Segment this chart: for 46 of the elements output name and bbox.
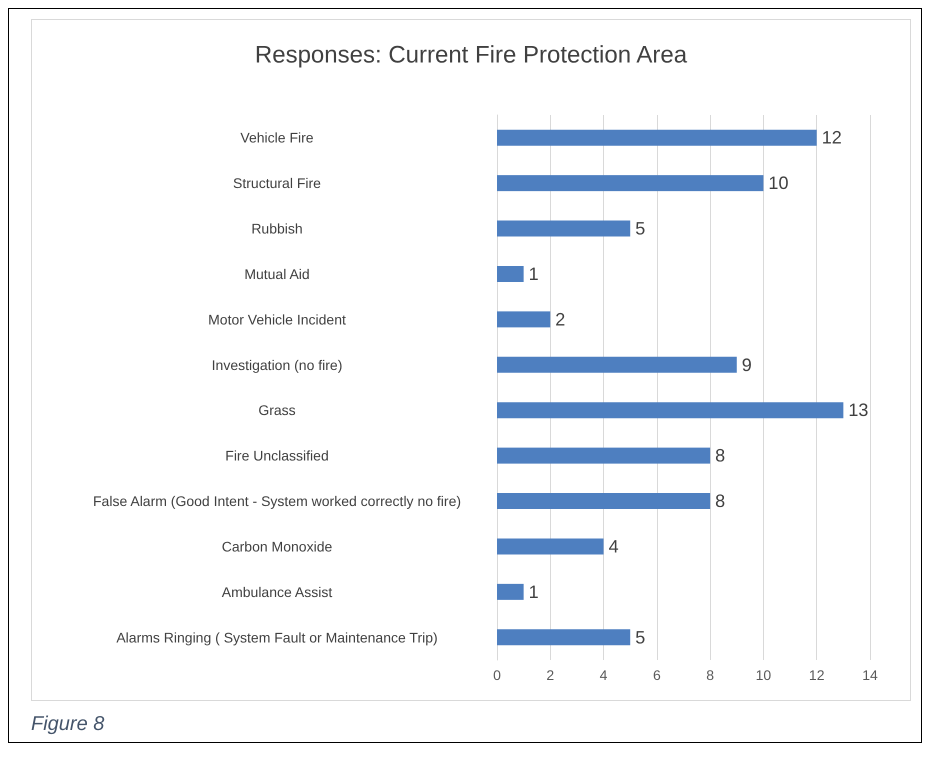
bar [497, 311, 550, 328]
bar [497, 402, 844, 418]
y-tick-label: Mutual Aid [244, 266, 310, 282]
data-label: 10 [768, 173, 788, 194]
caption: Figure 8 [31, 713, 106, 736]
bar [497, 629, 630, 646]
data-label: 9 [742, 354, 752, 375]
data-label: 13 [848, 400, 868, 420]
data-label: 8 [715, 446, 726, 466]
y-tick-label: Vehicle Fire [240, 130, 314, 146]
y-tick-label: Carbon Monoxide [222, 538, 332, 554]
y-tick-label: Grass [258, 402, 296, 418]
y-tick-label: Alarms Ringing ( System Fault or Maintenance Trip) [116, 629, 438, 646]
x-tick-label: 14 [862, 667, 878, 683]
x-tick-label: 8 [706, 667, 714, 683]
data-label: 8 [715, 491, 726, 512]
bar [497, 356, 737, 373]
bar [497, 266, 524, 282]
data-label: 4 [608, 536, 619, 556]
x-tick-label: 12 [808, 667, 825, 683]
data-label: 2 [555, 309, 566, 330]
bar [497, 584, 524, 600]
x-tick-label: 6 [652, 667, 661, 683]
y-tick-label: Ambulance Assist [222, 584, 332, 600]
y-tick-label: Rubbish [251, 220, 303, 237]
y-tick-label: False Alarm (Good Intent - System worked correctly no fire) [92, 493, 462, 510]
data-label: 5 [635, 627, 646, 648]
x-tick-label: 0 [493, 667, 502, 683]
data-label: 5 [635, 218, 646, 239]
data-label: 12 [822, 128, 842, 148]
bar [497, 175, 764, 192]
y-tick-label: Investigation (no fire) [212, 356, 342, 373]
chart-title: Responses: Current Fire Protection Area [254, 42, 688, 68]
y-tick-label: Fire Unclassified [225, 448, 329, 464]
y-tick-label: Motor Vehicle Incident [208, 311, 346, 328]
x-tick-label: 10 [756, 667, 772, 683]
data-label: 1 [528, 582, 539, 602]
bar [497, 130, 817, 146]
bar [497, 448, 710, 464]
y-tick-label: Structural Fire [233, 175, 322, 192]
x-tick-label: 4 [600, 667, 608, 683]
data-label: 1 [528, 264, 539, 284]
bar [497, 538, 604, 554]
bar [497, 220, 630, 237]
x-tick-label: 2 [546, 667, 554, 683]
bar [497, 493, 710, 510]
